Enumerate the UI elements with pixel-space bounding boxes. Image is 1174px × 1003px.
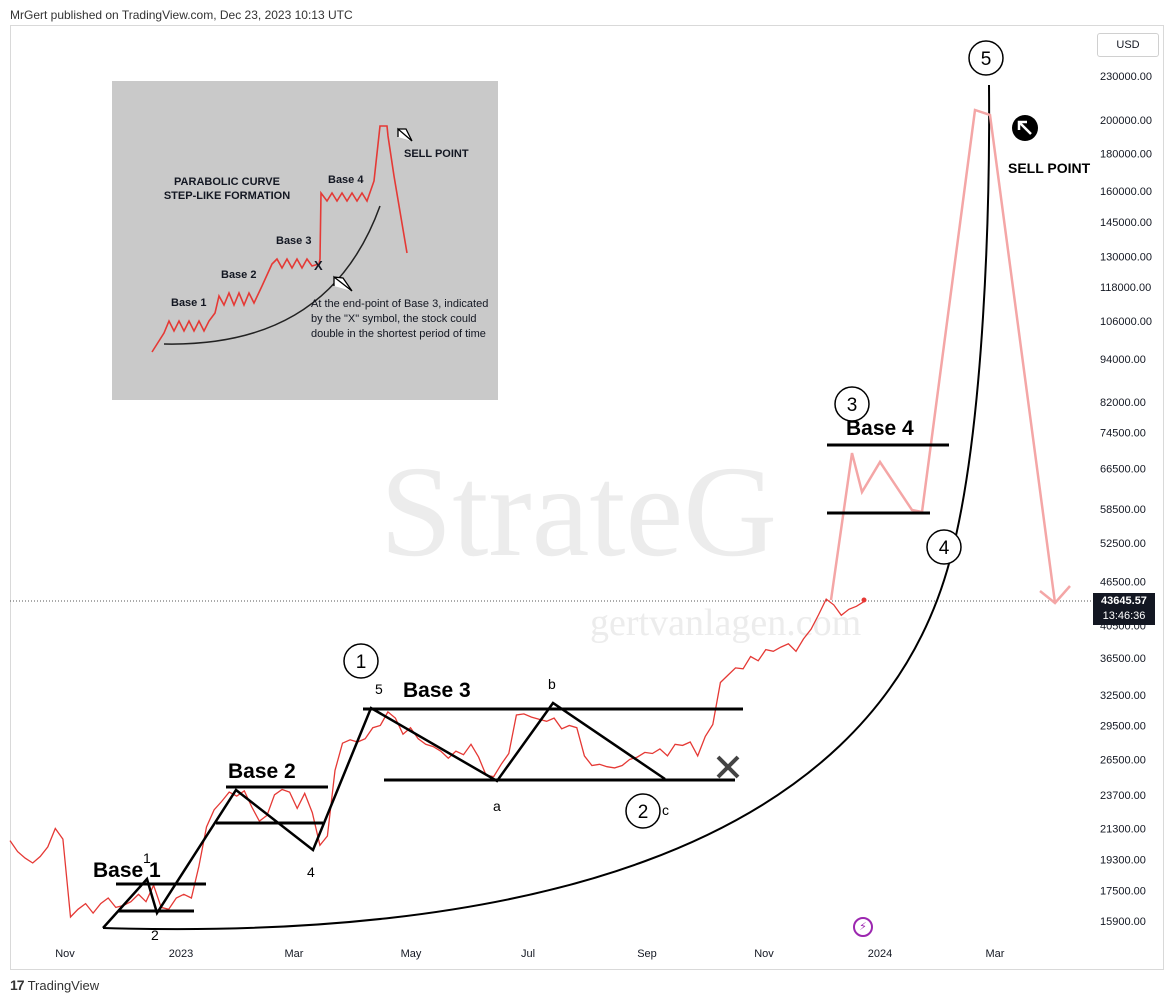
- tradingview-logo-icon: 17: [10, 977, 25, 993]
- x-tick-label: Mar: [986, 948, 1005, 960]
- inset-base3-label: Base 3: [276, 235, 312, 247]
- x-tick-label: May: [401, 948, 422, 960]
- subwave-label-b: b: [548, 676, 556, 692]
- svg-text:3: 3: [847, 395, 858, 416]
- sell-point-label: SELL POINT: [1008, 160, 1091, 176]
- y-tick-label: 230000.00: [1100, 71, 1152, 83]
- svg-text:4: 4: [939, 538, 950, 559]
- y-axis: 230000.00 200000.00 180000.00 160000.00 1450…: [1100, 71, 1152, 928]
- chart-frame: [10, 25, 1164, 970]
- inset-note: At the end-point of Base 3, indicated by…: [311, 298, 489, 340]
- x-tick-label: 2024: [868, 948, 892, 960]
- base2-label: Base 2: [228, 760, 296, 783]
- y-tick-label: 21300.00: [1100, 824, 1146, 836]
- wave-circle-2: 2: [625, 793, 661, 829]
- inset-diagram: PARABOLIC CURVE STEP-LIKE FORMATION Base…: [112, 81, 498, 400]
- x-tick-label: Mar: [285, 948, 304, 960]
- y-tick-label: 82000.00: [1100, 397, 1146, 409]
- inset-title: PARABOLIC CURVE STEP-LIKE FORMATION: [163, 176, 291, 202]
- wave-circle-5: 5: [968, 40, 1004, 76]
- y-tick-label: 32500.00: [1100, 690, 1146, 702]
- wave-circle-1: 1: [343, 643, 379, 679]
- watermark-main: StrateG: [380, 440, 777, 584]
- x-axis: Nov 2023 Mar May Jul Sep Nov 2024 Mar: [55, 948, 1005, 960]
- y-tick-label: 36500.00: [1100, 653, 1146, 665]
- y-tick-label: 130000.00: [1100, 251, 1152, 263]
- y-tick-label: 94000.00: [1100, 354, 1146, 366]
- sell-point-arrow-icon: [1012, 115, 1038, 141]
- y-tick-label: 160000.00: [1100, 186, 1152, 198]
- subwave-label-5: 5: [375, 681, 383, 697]
- y-tick-label: 26500.00: [1100, 754, 1146, 766]
- y-tick-label: 46500.00: [1100, 577, 1146, 589]
- wave-circle-4: 4: [926, 529, 962, 565]
- currency-selector[interactable]: USD: [1097, 33, 1159, 57]
- base4-label: Base 4: [846, 417, 914, 440]
- publisher-header: MrGert published on TradingView.com, Dec…: [10, 8, 353, 22]
- price-series-line: [9, 598, 865, 919]
- y-tick-label: 17500.00: [1100, 886, 1146, 898]
- y-tick-label: 200000.00: [1100, 115, 1152, 127]
- base-lines: [116, 443, 949, 913]
- inset-price-line: [151, 125, 408, 353]
- subwave-label-2: 2: [151, 927, 159, 943]
- y-tick-label: 52500.00: [1100, 538, 1146, 550]
- inset-base1-label: Base 1: [171, 297, 207, 309]
- inset-sell-point-label: SELL POINT: [404, 148, 469, 160]
- x-tick-label: Nov: [754, 948, 774, 960]
- watermark-url: gertvanlagen.com: [590, 602, 861, 644]
- wave-zigzag: [102, 701, 666, 929]
- svg-text:5: 5: [981, 49, 992, 70]
- x-mark-icon: [716, 755, 740, 779]
- inset-x-arrow-icon: [333, 275, 353, 292]
- inset-x-symbol: X: [314, 258, 323, 273]
- projection-path: [829, 108, 1071, 605]
- y-tick-label: 19300.00: [1100, 855, 1146, 867]
- footer-brand-label: TradingView: [27, 977, 100, 993]
- lightning-icon[interactable]: ⚡: [853, 917, 873, 937]
- inset-sell-arrow-icon: [397, 127, 413, 142]
- x-tick-label: Sep: [637, 948, 657, 960]
- footer-brand[interactable]: 17 TradingView: [10, 977, 99, 993]
- x-tick-label: Nov: [55, 948, 75, 960]
- inset-base2-label: Base 2: [221, 269, 257, 281]
- y-tick-label: 66500.00: [1100, 464, 1146, 476]
- y-tick-label: 180000.00: [1100, 149, 1152, 161]
- base1-label: Base 1: [93, 859, 161, 882]
- y-tick-label: 58500.00: [1100, 504, 1146, 516]
- y-tick-label: 15900.00: [1100, 916, 1146, 928]
- svg-text:1: 1: [356, 652, 367, 673]
- y-tick-label: 74500.00: [1100, 428, 1146, 440]
- parabolic-curve: [102, 84, 991, 931]
- y-tick-label: 145000.00: [1100, 217, 1152, 229]
- base3-label: Base 3: [403, 679, 471, 702]
- svg-text:2: 2: [638, 802, 649, 823]
- y-tick-label: 106000.00: [1100, 316, 1152, 328]
- subwave-label-c: c: [662, 802, 669, 818]
- current-price-tag: 43645.57 13:46:36: [1093, 593, 1155, 625]
- y-tick-label: 23700.00: [1100, 790, 1146, 802]
- wave-lines: [102, 701, 666, 929]
- subwave-label-a: a: [493, 798, 501, 814]
- inset-base4-label: Base 4: [328, 174, 364, 186]
- subwave-label-4: 4: [307, 864, 315, 880]
- y-tick-label: 29500.00: [1100, 721, 1146, 733]
- wave-circle-3: 3: [834, 386, 870, 422]
- x-tick-label: 2023: [169, 948, 193, 960]
- last-price-dot: [861, 597, 867, 603]
- x-tick-label: Jul: [521, 948, 535, 960]
- y-tick-label: 118000.00: [1100, 282, 1151, 294]
- subwave-label-1: 1: [143, 850, 151, 866]
